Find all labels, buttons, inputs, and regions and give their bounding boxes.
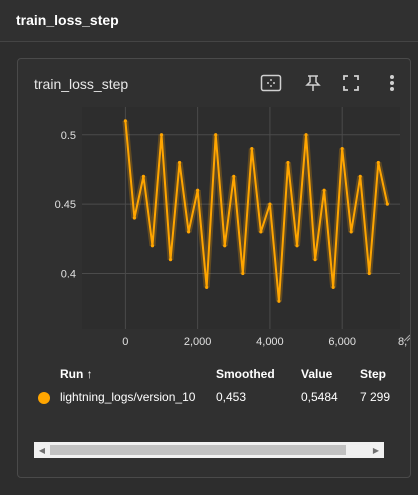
horizontal-scrollbar[interactable]: ◀ ▶ bbox=[34, 442, 384, 458]
run-color-swatch bbox=[38, 392, 50, 404]
data-point bbox=[232, 174, 236, 178]
x-tick-label: 8, bbox=[398, 336, 407, 348]
data-point bbox=[313, 258, 317, 262]
run-name: lightning_logs/version_10 bbox=[60, 390, 196, 404]
data-point bbox=[159, 133, 164, 137]
card-title: train_loss_step bbox=[34, 76, 129, 92]
y-tick-label: 0.5 bbox=[61, 130, 76, 142]
pin-icon bbox=[305, 75, 321, 91]
fullscreen-button[interactable] bbox=[337, 69, 365, 97]
fullscreen-icon bbox=[343, 75, 359, 91]
data-point bbox=[123, 119, 127, 123]
data-point bbox=[196, 188, 200, 192]
data-point bbox=[168, 258, 173, 262]
column-header-value[interactable]: Value bbox=[301, 367, 333, 381]
data-point bbox=[349, 230, 353, 234]
resize-handle-icon bbox=[403, 334, 410, 342]
data-point bbox=[214, 133, 218, 137]
data-point bbox=[340, 147, 344, 151]
more-vert-icon bbox=[390, 75, 394, 91]
data-point bbox=[150, 244, 155, 248]
column-header-step[interactable]: Step bbox=[360, 367, 387, 381]
pin-button[interactable] bbox=[299, 69, 327, 97]
data-point bbox=[177, 160, 182, 165]
data-point bbox=[187, 230, 191, 234]
page-header: train_loss_step bbox=[0, 0, 418, 42]
raw-value: 0,5484 bbox=[301, 390, 338, 404]
x-tick-label: 0 bbox=[122, 336, 128, 348]
data-point bbox=[205, 285, 209, 289]
series-line bbox=[124, 120, 389, 303]
data-point bbox=[295, 244, 299, 248]
data-point bbox=[385, 202, 389, 206]
column-header-run[interactable]: Run ↑ bbox=[60, 367, 93, 381]
data-point bbox=[223, 244, 227, 248]
line-chart[interactable]: 0.4 0.45 0.5 0 2,000 4,000 6,000 8, bbox=[18, 101, 410, 351]
scroll-right-icon[interactable]: ▶ bbox=[372, 445, 380, 455]
fit-domain-button[interactable] bbox=[257, 69, 285, 97]
step-value: 7 299 bbox=[360, 390, 391, 404]
data-point bbox=[358, 174, 362, 178]
page-title: train_loss_step bbox=[16, 12, 119, 28]
data-point bbox=[259, 230, 263, 234]
data-point bbox=[376, 160, 380, 165]
data-point bbox=[268, 202, 272, 206]
scroll-thumb[interactable] bbox=[50, 445, 346, 455]
column-header-smoothed[interactable]: Smoothed bbox=[216, 367, 275, 381]
data-point bbox=[286, 160, 290, 165]
y-tick-label: 0.45 bbox=[55, 199, 76, 211]
smoothed-value: 0,453 bbox=[216, 390, 247, 404]
x-tick-label: 6,000 bbox=[328, 336, 356, 348]
chart-card: train_loss_step 0.4 0.45 0.5 0 2,000 4,000 6,0… bbox=[17, 58, 411, 478]
y-tick-label: 0.4 bbox=[61, 269, 76, 281]
x-tick-label: 4,000 bbox=[256, 336, 284, 348]
data-point bbox=[241, 271, 245, 276]
data-point bbox=[304, 133, 308, 137]
more-options-button[interactable] bbox=[378, 69, 406, 97]
data-point bbox=[322, 188, 326, 192]
data-point bbox=[250, 147, 254, 151]
fit-domain-icon bbox=[260, 74, 282, 92]
data-point bbox=[367, 271, 371, 276]
data-point bbox=[132, 216, 136, 220]
data-point bbox=[141, 174, 146, 178]
x-tick-label: 2,000 bbox=[184, 336, 212, 348]
data-point bbox=[331, 285, 335, 289]
data-point bbox=[277, 299, 281, 303]
scroll-left-icon[interactable]: ◀ bbox=[38, 445, 46, 455]
